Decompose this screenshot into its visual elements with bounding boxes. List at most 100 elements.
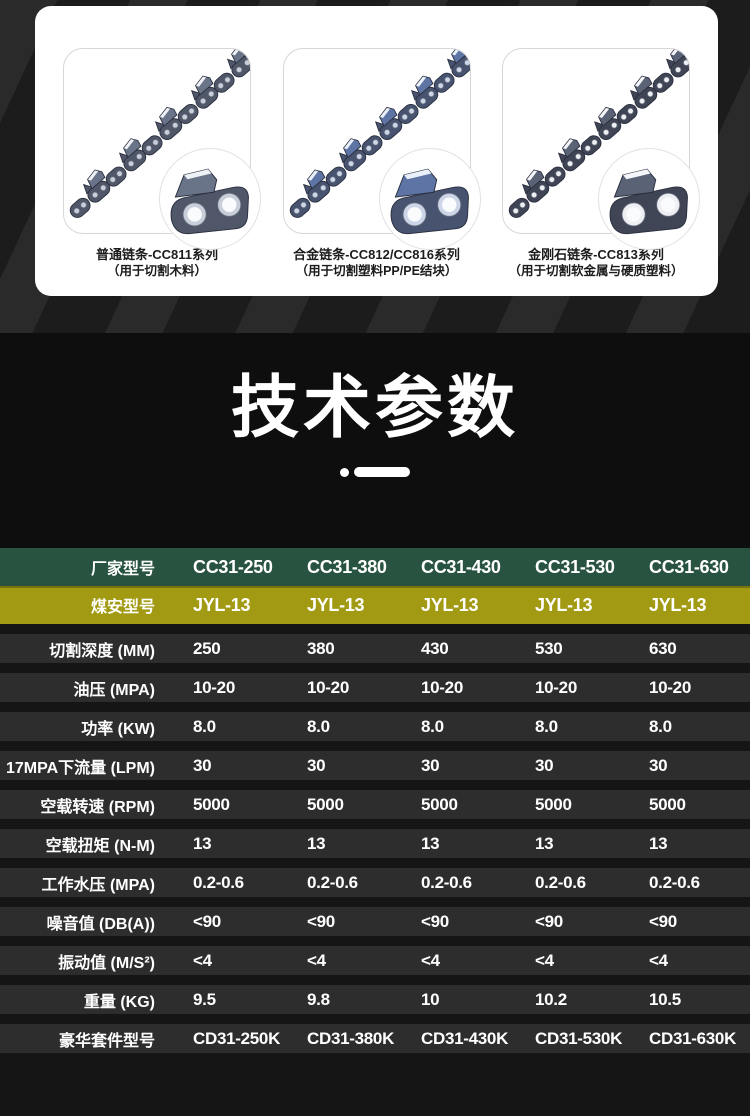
spec-label: 工作水压 (MPA) bbox=[41, 876, 155, 894]
spec-value: 5000 bbox=[193, 794, 230, 814]
spec-value: 8.0 bbox=[193, 716, 216, 736]
chain-closeup-inset bbox=[159, 148, 261, 250]
chain-closeup-icon bbox=[609, 168, 688, 235]
spec-value: JYL-13 bbox=[649, 594, 707, 615]
section-title: 技术参数 bbox=[230, 370, 519, 446]
spec-value: JYL-13 bbox=[307, 594, 365, 615]
spec-value: CC31-380 bbox=[307, 556, 387, 577]
spec-value: CC31-430 bbox=[421, 556, 501, 577]
spec-value: 10-20 bbox=[649, 677, 691, 697]
spec-value: 13 bbox=[421, 833, 440, 853]
spec-value: 10.5 bbox=[649, 989, 681, 1009]
chain-tile-subtitle: （用于切割塑料PP/PE结块） bbox=[295, 264, 458, 278]
chain-tile-title: 金刚石链条-CC813系列 bbox=[528, 247, 664, 262]
chain-tile-subtitle: （用于切割木料） bbox=[106, 264, 207, 278]
spec-value: 0.2-0.6 bbox=[421, 872, 472, 892]
spec-row: 切割深度 (MM) 250 380 430 530 630 bbox=[0, 634, 750, 663]
spec-value: 380 bbox=[307, 638, 335, 658]
spec-value: 9.5 bbox=[193, 989, 216, 1009]
spec-value: 13 bbox=[535, 833, 554, 853]
chain-type-tile: 合金链条-CC812/CC816系列 （用于切割塑料PP/PE结块） bbox=[271, 48, 483, 279]
chain-type-tile: 普通链条-CC811系列 （用于切割木料） bbox=[51, 48, 263, 279]
spec-label: 煤安型号 bbox=[90, 599, 155, 616]
spec-value: <4 bbox=[649, 950, 668, 970]
chain-closeup-inset bbox=[378, 148, 481, 250]
chain-closeup-icon bbox=[170, 168, 249, 235]
spec-value: 250 bbox=[193, 638, 221, 658]
spec-value: 10-20 bbox=[421, 677, 463, 697]
spec-value: CC31-630 bbox=[649, 556, 729, 577]
tech-params-section: 技术参数 bbox=[0, 333, 750, 548]
spec-value: 8.0 bbox=[307, 716, 330, 736]
spec-value: <90 bbox=[307, 911, 335, 931]
spec-value: 10-20 bbox=[307, 677, 349, 697]
spec-label: 振动值 (M/S²) bbox=[58, 954, 155, 972]
spec-value: 8.0 bbox=[649, 716, 672, 736]
spec-row: 噪音值 (DB(A)) <90 <90 <90 <90 <90 bbox=[0, 907, 750, 936]
spec-row: 重量 (KG) 9.5 9.8 10 10.2 10.5 bbox=[0, 985, 750, 1014]
spec-value: <90 bbox=[193, 911, 221, 931]
spec-value: 5000 bbox=[307, 794, 344, 814]
spec-row: 17MPA下流量 (LPM) 30 30 30 30 30 bbox=[0, 751, 750, 780]
spec-value: <4 bbox=[307, 950, 326, 970]
spec-value: 13 bbox=[193, 833, 212, 853]
spec-value: <90 bbox=[649, 911, 677, 931]
spec-row: 工作水压 (MPA) 0.2-0.6 0.2-0.6 0.2-0.6 0.2-0.6 0… bbox=[0, 868, 750, 897]
spec-value: 10 bbox=[421, 989, 440, 1009]
spec-value: 0.2-0.6 bbox=[535, 872, 586, 892]
spec-row: 空载扭矩 (N-M) 13 13 13 13 13 bbox=[0, 829, 750, 858]
spec-row: 功率 (KW) 8.0 8.0 8.0 8.0 8.0 bbox=[0, 712, 750, 741]
spec-value: 9.8 bbox=[307, 989, 330, 1009]
spec-value: JYL-13 bbox=[421, 594, 479, 615]
product-gallery-section: 普通链条-CC811系列 （用于切割木料） 合金链条-CC812/CC816系列… bbox=[0, 0, 750, 333]
chain-closeup-inset bbox=[598, 148, 700, 250]
spec-row: 空载转速 (RPM) 5000 5000 5000 5000 5000 bbox=[0, 790, 750, 819]
spec-label: 空载转速 (RPM) bbox=[40, 798, 155, 816]
spec-header-row: 厂家型号 CC31-250 CC31-380 CC31-430 CC31-530 CC3… bbox=[0, 548, 750, 586]
spec-label: 豪华套件型号 bbox=[58, 1032, 155, 1050]
spec-value: 10-20 bbox=[193, 677, 235, 697]
spec-value: 10-20 bbox=[535, 677, 577, 697]
spec-label: 空载扭矩 (N-M) bbox=[45, 837, 155, 855]
chain-type-tile: 金刚石链条-CC813系列 （用于切割软金属与硬质塑料） bbox=[490, 48, 702, 279]
chain-tile-subtitle: （用于切割软金属与硬质塑料） bbox=[508, 264, 684, 278]
spec-value: 0.2-0.6 bbox=[193, 872, 244, 892]
spec-subheader-row: 煤安型号 JYL-13 JYL-13 JYL-13 JYL-13 JYL-13 bbox=[0, 586, 750, 624]
spec-value: <4 bbox=[535, 950, 554, 970]
spec-label: 切割深度 (MM) bbox=[49, 642, 155, 660]
spec-value: <90 bbox=[535, 911, 563, 931]
spec-label: 17MPA下流量 (LPM) bbox=[5, 759, 155, 777]
spec-value: 10.2 bbox=[535, 989, 567, 1009]
spec-value: 30 bbox=[307, 755, 326, 775]
title-dash-decoration bbox=[0, 467, 750, 478]
spec-value: 430 bbox=[421, 638, 449, 658]
spec-value: 0.2-0.6 bbox=[649, 872, 700, 892]
spec-value: CD31-380K bbox=[307, 1028, 395, 1048]
spec-value: 5000 bbox=[649, 794, 686, 814]
spec-value: <4 bbox=[193, 950, 212, 970]
spec-label: 重量 (KG) bbox=[83, 993, 155, 1011]
chain-tile-title: 合金链条-CC812/CC816系列 bbox=[293, 247, 460, 262]
spec-value: 30 bbox=[649, 755, 668, 775]
spec-label: 噪音值 (DB(A)) bbox=[46, 915, 155, 933]
spec-label: 功率 (KW) bbox=[81, 720, 155, 738]
spec-value: 8.0 bbox=[535, 716, 558, 736]
spec-table: 厂家型号 CC31-250 CC31-380 CC31-430 CC31-530 CC3… bbox=[0, 548, 750, 1053]
spec-value: 0.2-0.6 bbox=[307, 872, 358, 892]
dash-dot-icon bbox=[340, 467, 349, 477]
chain-closeup-icon bbox=[390, 168, 469, 235]
spec-value: 30 bbox=[421, 755, 440, 775]
spec-label: 油压 (MPA) bbox=[73, 681, 155, 699]
spec-value: 13 bbox=[307, 833, 326, 853]
spec-value: 30 bbox=[535, 755, 554, 775]
chain-tiles: 普通链条-CC811系列 （用于切割木料） 合金链条-CC812/CC816系列… bbox=[35, 6, 718, 279]
spec-value: CC31-250 bbox=[193, 556, 273, 577]
spec-value: <90 bbox=[421, 911, 449, 931]
spec-value: CD31-530K bbox=[535, 1028, 623, 1048]
spec-value: 630 bbox=[649, 638, 677, 658]
spec-value: CD31-250K bbox=[193, 1028, 281, 1048]
spec-value: CC31-530 bbox=[535, 556, 615, 577]
spec-row: 油压 (MPA) 10-20 10-20 10-20 10-20 10-20 bbox=[0, 673, 750, 702]
spec-value: JYL-13 bbox=[193, 594, 251, 615]
spec-label: 厂家型号 bbox=[90, 561, 155, 578]
